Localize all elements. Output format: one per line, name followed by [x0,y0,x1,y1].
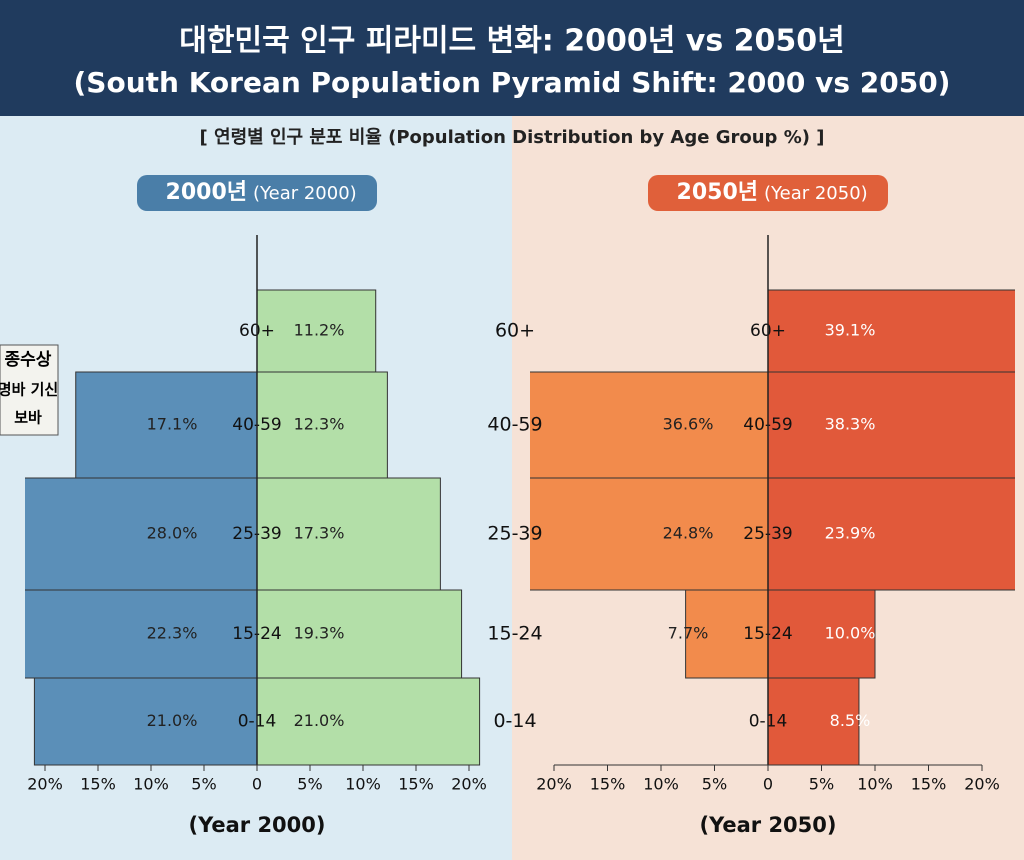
sign-text: 보바 [14,409,42,427]
section-label: [ 연령별 인구 분포 비율 (Population Distribution … [200,127,825,148]
badge-note: (Year 2000) [253,183,357,204]
bar [767,589,876,679]
value-label: 23.9% [825,524,876,543]
badge [137,175,377,211]
value-label: 19.3% [294,624,345,643]
x-tick-label: 10% [643,775,679,794]
x-tick-label: 15% [590,775,626,794]
x-tick-label: 15% [398,775,434,794]
x-tick-label: 10% [133,775,169,794]
bar [767,289,1015,373]
bar [33,677,258,766]
value-label: 24.8% [663,524,714,543]
value-label: 17.3% [294,524,345,543]
badge-note: (Year 2050) [764,183,868,204]
bar [530,371,769,479]
bar [767,477,1015,591]
value-label: 28.0% [147,524,198,543]
x-tick-label: 15% [911,775,947,794]
bar [767,371,1015,479]
value-label: 22.3% [147,624,198,643]
x-tick-label: 0 [252,775,262,794]
bar [256,289,377,373]
plot [530,289,1015,766]
x-tick-label: 20% [27,775,63,794]
value-label: 17.1% [147,415,198,434]
badge [648,175,888,211]
x-axis-label: (Year 2050) [699,813,836,837]
x-tick-label: 20% [964,775,1000,794]
x-tick-label: 20% [451,775,487,794]
value-label: 10.0% [825,624,876,643]
outer-age-label: 25-39 [487,523,542,545]
title: 대한민국 인구 피라미드 변화: 2000년 vs 2050년 [179,24,844,59]
outer-age-label: 15-24 [487,623,542,645]
value-label: 39.1% [825,321,876,340]
bar [767,677,860,766]
bar [256,477,441,591]
sign-text: 종수상 [5,350,52,370]
bar [256,589,463,679]
x-tick-label: 5% [191,775,216,794]
outer-age-label: 60+ [495,320,535,342]
x-tick-label: 5% [297,775,322,794]
outer-age-label: 0-14 [493,710,536,732]
badge-title: 2050년 [677,180,758,205]
bar [530,477,769,591]
x-tick-label: 5% [702,775,727,794]
x-tick-label: 20% [536,775,572,794]
bar [685,589,769,679]
x-tick-label: 10% [345,775,381,794]
x-tick-label: 0 [763,775,773,794]
x-tick-label: 15% [80,775,116,794]
bar [256,371,388,479]
value-label: 21.0% [294,711,345,730]
value-label: 11.2% [294,321,345,340]
x-tick-label: 10% [857,775,893,794]
value-label: 12.3% [294,415,345,434]
badge-title: 2000년 [166,180,247,205]
bar [256,677,481,766]
x-tick-label: 5% [809,775,834,794]
outer-age-label: 40-59 [487,414,542,436]
value-label: 38.3% [825,415,876,434]
bar [75,371,258,479]
sign-text: 명바 기신 [0,381,58,399]
header [0,0,1024,116]
x-axis-label: (Year 2000) [188,813,325,837]
plot [25,289,481,766]
value-label: 21.0% [147,711,198,730]
bar [25,477,258,591]
bar [25,589,258,679]
sign [0,344,59,436]
value-label: 36.6% [663,415,714,434]
subtitle: (South Korean Population Pyramid Shift: … [74,66,951,99]
value-label: 7.7% [668,624,709,643]
value-label: 8.5% [830,711,871,730]
